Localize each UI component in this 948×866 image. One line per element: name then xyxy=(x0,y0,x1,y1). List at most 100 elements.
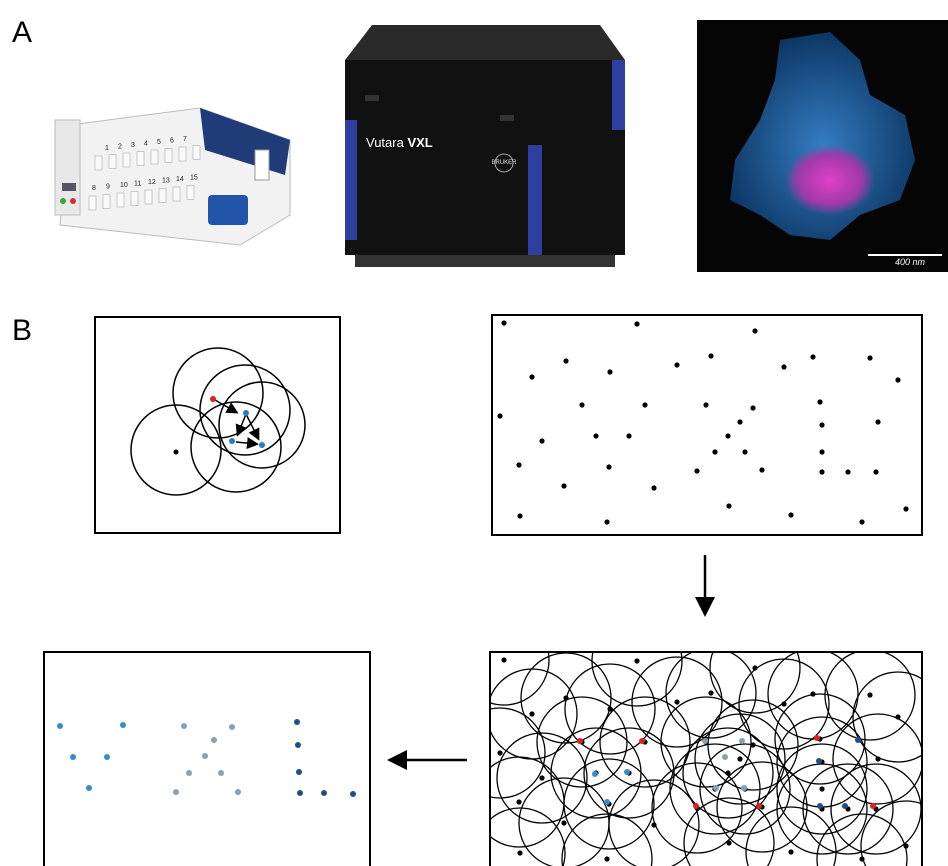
vial-number: 6 xyxy=(170,138,174,145)
point xyxy=(781,364,787,370)
panel-label: B xyxy=(12,314,32,347)
search-radius xyxy=(683,797,775,866)
vial-number: 1 xyxy=(105,145,109,152)
vial xyxy=(158,188,167,203)
point xyxy=(726,503,732,509)
search-radius xyxy=(830,763,922,855)
search-radius xyxy=(536,696,628,788)
brand: Vutara VXL xyxy=(366,135,433,150)
cluster-point xyxy=(604,799,610,805)
point xyxy=(781,701,787,707)
point xyxy=(810,354,816,360)
point xyxy=(708,690,714,696)
cluster-point xyxy=(297,790,303,796)
vial xyxy=(136,151,145,166)
point xyxy=(708,353,714,359)
schematic-points xyxy=(173,396,265,455)
point xyxy=(752,328,758,334)
cluster-point xyxy=(816,758,822,764)
point xyxy=(819,469,825,475)
point xyxy=(759,467,765,473)
search-radius xyxy=(631,656,723,748)
search-radius xyxy=(561,813,653,866)
search-radius xyxy=(669,743,761,835)
vial xyxy=(130,191,139,206)
microscopy-image: 400 nm xyxy=(697,20,948,272)
point xyxy=(788,512,794,518)
point xyxy=(607,706,613,712)
point xyxy=(737,419,743,425)
radius-schematic xyxy=(130,347,306,496)
point xyxy=(539,775,545,781)
clustering-box xyxy=(489,651,923,866)
cluster-point xyxy=(295,742,301,748)
point xyxy=(903,843,909,849)
cluster-point xyxy=(702,738,708,744)
point xyxy=(674,362,680,368)
clustering-circles xyxy=(490,652,922,866)
search-radius xyxy=(563,758,655,850)
cluster-point xyxy=(296,769,302,775)
point xyxy=(750,742,756,748)
point xyxy=(742,449,748,455)
cluster-point xyxy=(321,790,327,796)
search-radius xyxy=(490,652,550,706)
vial xyxy=(144,189,153,205)
point xyxy=(516,462,522,468)
point xyxy=(875,419,881,425)
cluster-point xyxy=(624,769,630,775)
cluster-point xyxy=(855,737,861,743)
point xyxy=(845,469,851,475)
vial xyxy=(108,154,117,169)
point xyxy=(859,856,865,862)
cluster-point xyxy=(741,785,747,791)
cluster-point xyxy=(211,737,217,743)
cluster-point xyxy=(577,738,583,744)
search-radius xyxy=(776,743,868,835)
search-radius xyxy=(860,800,922,866)
point xyxy=(529,374,535,380)
point xyxy=(819,449,825,455)
vial-number: 15 xyxy=(190,175,198,182)
point xyxy=(529,711,535,717)
cluster-points xyxy=(57,719,356,797)
cluster-point xyxy=(350,791,356,797)
clusters-box xyxy=(43,651,371,866)
search-radius xyxy=(716,761,808,853)
point xyxy=(750,405,756,411)
search-radius xyxy=(852,671,922,763)
point xyxy=(497,750,503,756)
point xyxy=(895,377,901,383)
cluster-point xyxy=(181,723,187,729)
cluster-point xyxy=(186,770,192,776)
vial xyxy=(88,195,97,211)
point xyxy=(725,770,731,776)
point xyxy=(561,483,567,489)
point xyxy=(651,485,657,491)
cluster-point xyxy=(104,754,110,760)
vial xyxy=(178,146,187,162)
search-radius xyxy=(608,779,700,866)
search-radius xyxy=(651,762,743,854)
point xyxy=(563,358,569,364)
cluster-point xyxy=(639,738,645,744)
point xyxy=(651,822,657,828)
vial-number: 9 xyxy=(106,184,110,191)
point xyxy=(694,468,700,474)
microscope-photo: Vutara VXL BRUKER xyxy=(345,25,625,267)
search-radius xyxy=(665,652,757,739)
point xyxy=(867,355,873,361)
cluster-point xyxy=(713,785,719,791)
point xyxy=(712,449,718,455)
vial-number: 7 xyxy=(183,136,187,143)
vial xyxy=(102,194,111,209)
point xyxy=(817,399,823,405)
point xyxy=(819,786,825,792)
vial-number: 14 xyxy=(176,176,184,183)
point xyxy=(725,433,731,439)
point xyxy=(810,691,816,697)
point xyxy=(604,856,610,862)
point xyxy=(501,657,507,663)
cluster-point xyxy=(86,785,92,791)
vial-number: 11 xyxy=(134,181,141,188)
